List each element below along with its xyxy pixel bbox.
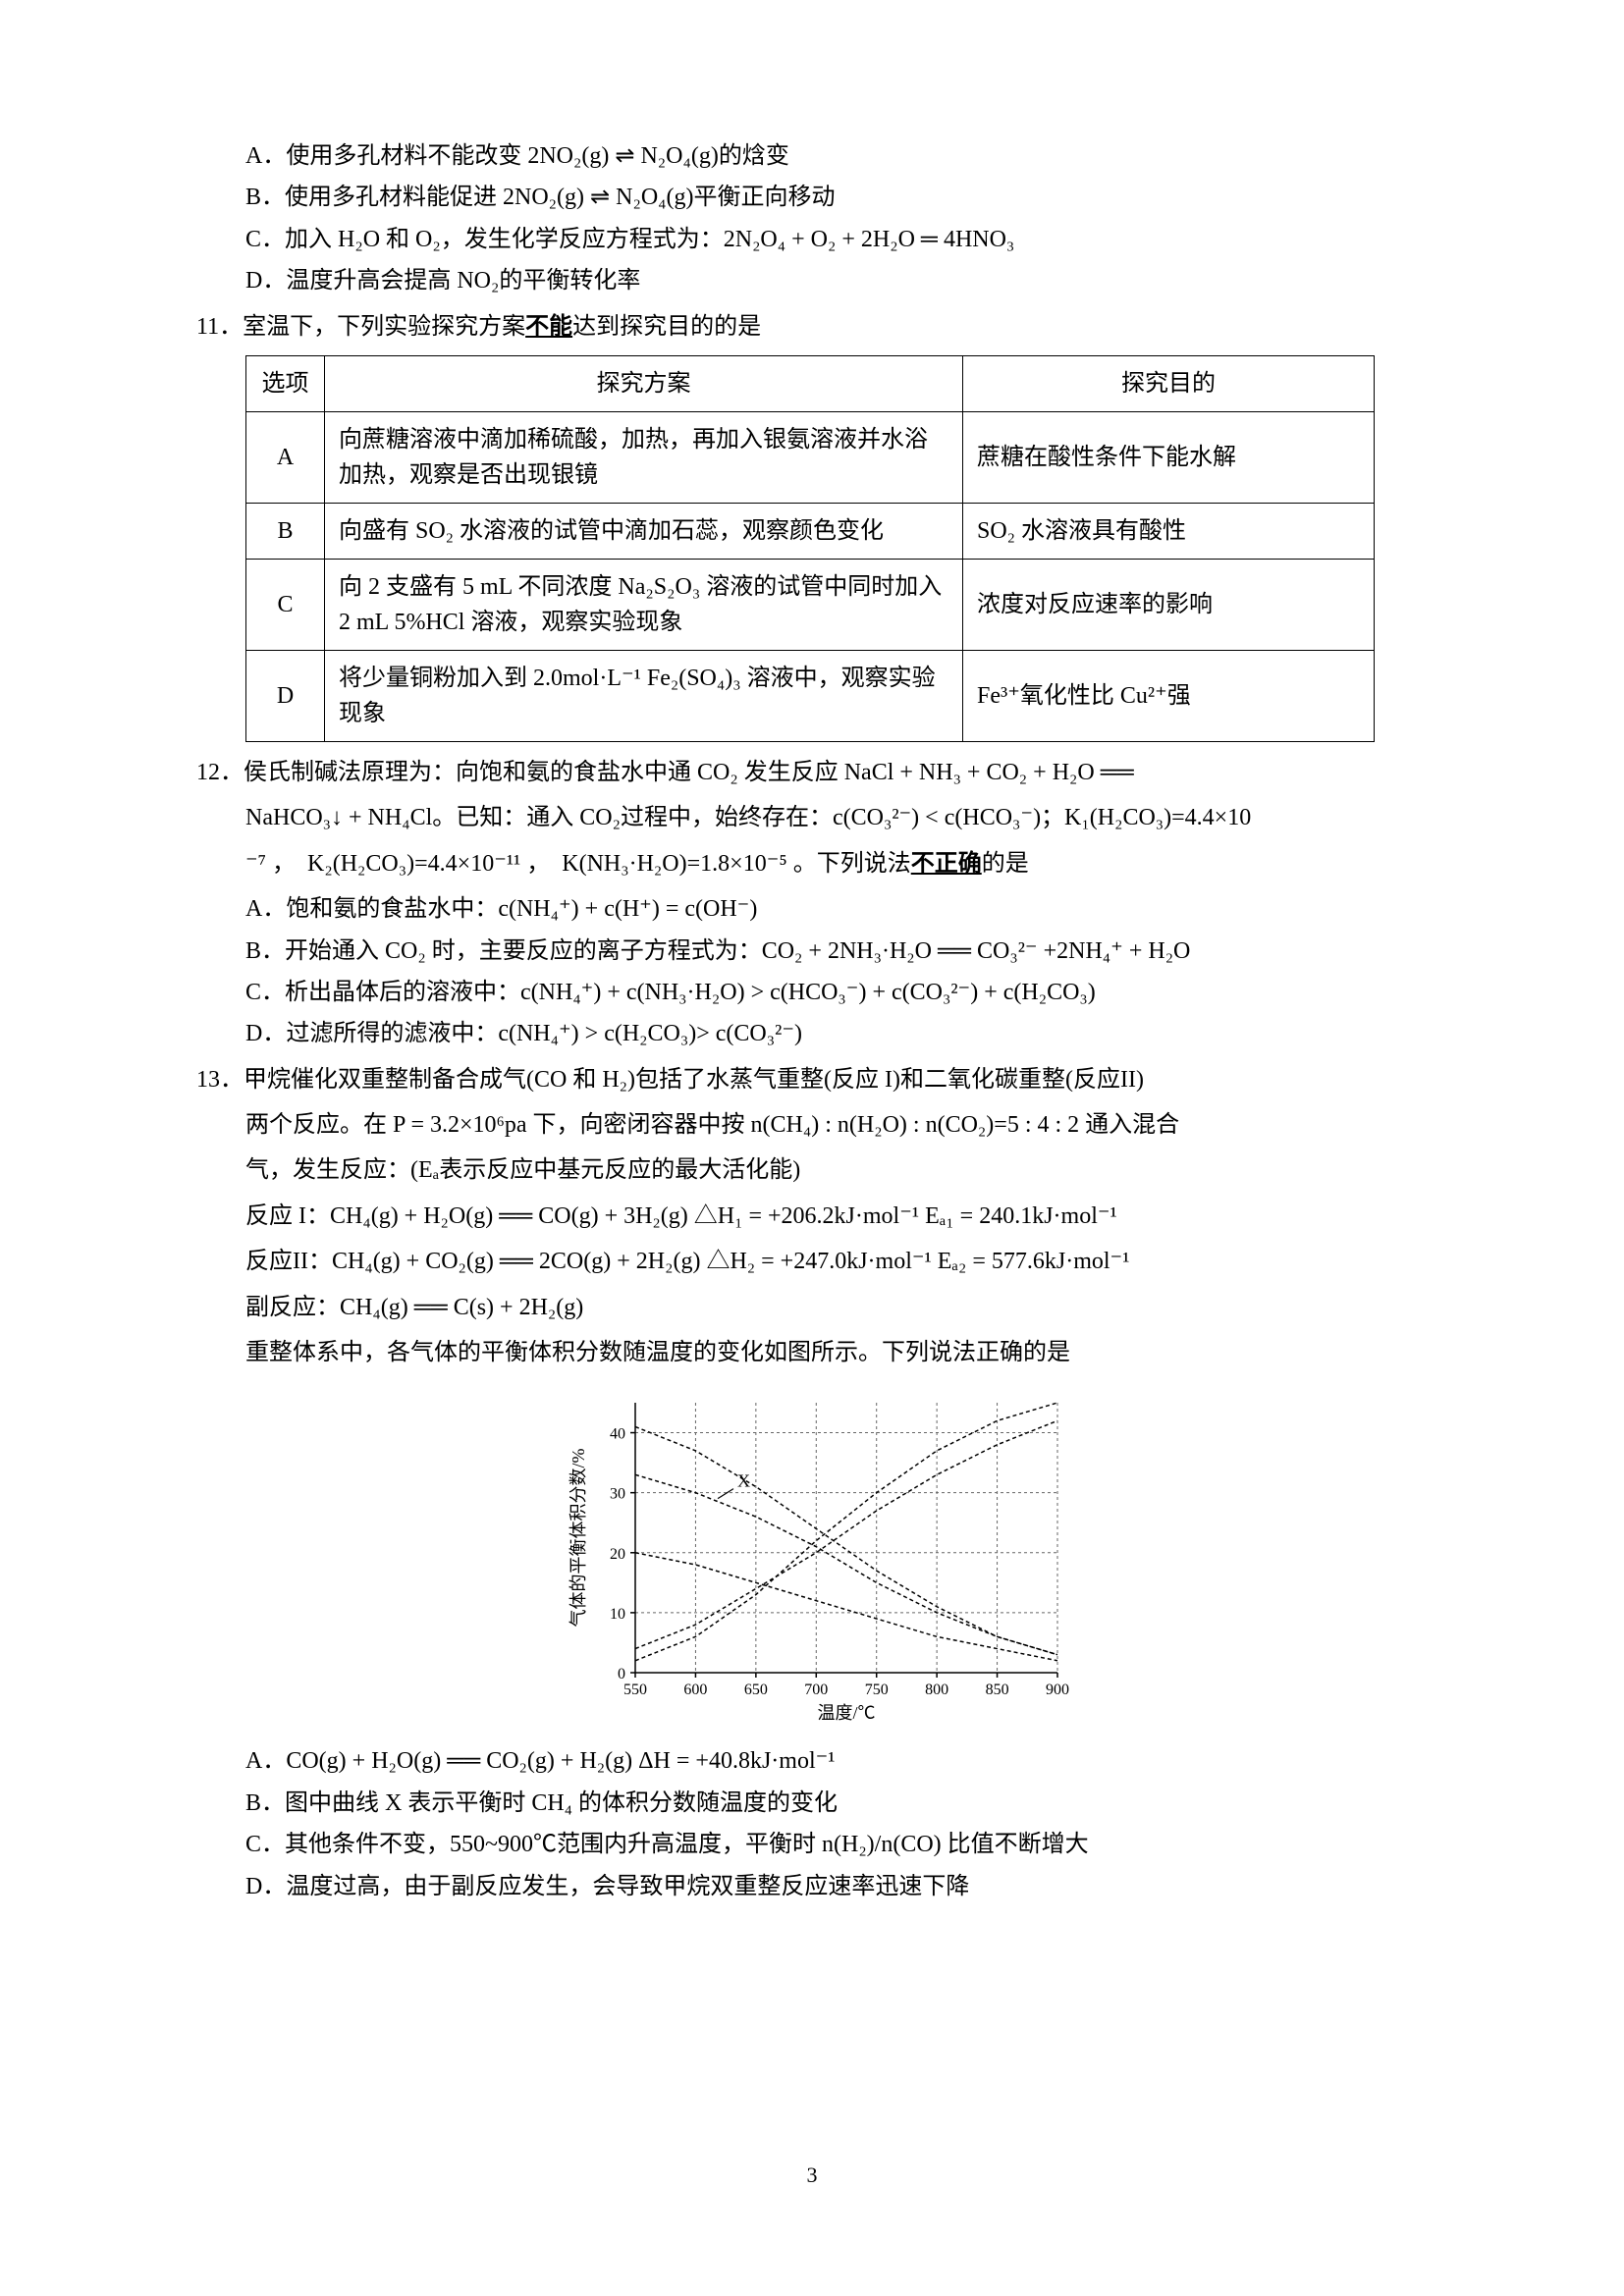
q10-option-d: D．温度升高会提高 NO₂的平衡转化率 [196, 262, 1447, 299]
svg-text:850: 850 [986, 1682, 1009, 1698]
q12-bold: 不正确 [911, 851, 982, 877]
svg-text:0: 0 [618, 1666, 625, 1682]
q13-option-b: B．图中曲线 X 表示平衡时 CH₄ 的体积分数随温度的变化 [196, 1785, 1447, 1822]
svg-text:X: X [737, 1471, 750, 1491]
svg-text:气体的平衡体积分数/%: 气体的平衡体积分数/% [568, 1449, 588, 1628]
table-row: C 向 2 支盛有 5 mL 不同浓度 Na₂S₂O₃ 溶液的试管中同时加入 2… [246, 559, 1375, 650]
q12-stem2: NaHCO₃↓ + NH₄Cl。已知：通入 CO₂过程中，始终存在：c(CO₃²… [196, 799, 1447, 836]
q13-stem3: 气，发生反应：(Eₐ表示反应中基元反应的最大活化能) [196, 1151, 1447, 1189]
q11-th-1: 探究方案 [325, 355, 963, 411]
table-row: D 将少量铜粉加入到 2.0mol·L⁻¹ Fe₂(SO₄)₃ 溶液中，观察实验… [246, 650, 1375, 741]
table-row: A 向蔗糖溶液中滴加稀硫酸，加热，再加入银氨溶液并水浴加热，观察是否出现银镜 蔗… [246, 411, 1375, 503]
q13-stem2: 两个反应。在 P = 3.2×10⁶pa 下，向密闭容器中按 n(CH₄) : … [196, 1106, 1447, 1144]
q12-option-b: B．开始通入 CO₂ 时，主要反应的离子方程式为：CO₂ + 2NH₃·H₂O … [196, 933, 1447, 970]
q11-r2c2: 浓度对反应速率的影响 [963, 559, 1375, 650]
q11-stem: 11．室温下，下列实验探究方案不能达到探究目的的是 [196, 308, 1447, 346]
q11-th-0: 选项 [246, 355, 325, 411]
q13-option-d: D．温度过高，由于副反应发生，会导致甲烷双重整反应速率迅速下降 [196, 1868, 1447, 1905]
q11-r0c0: A [246, 411, 325, 503]
svg-text:650: 650 [744, 1682, 768, 1698]
q13-chart: 0 10 20 30 40 550 600 650 700 750 800 850 900 X 温度/℃ 气体… [567, 1383, 1077, 1727]
q13-r2: 反应II：CH₄(g) + CO₂(g) ══ 2CO(g) + 2H₂(g) … [196, 1243, 1447, 1280]
q13-r1: 反应 I：CH₄(g) + H₂O(g) ══ CO(g) + 3H₂(g) △… [196, 1198, 1447, 1235]
q12-stem3: ⁻⁷ ， K₂(H₂CO₃)=4.4×10⁻¹¹ ， K(NH₃·H₂O)=1.… [196, 845, 1447, 882]
q11-r2c0: C [246, 559, 325, 650]
q13-option-c: C．其他条件不变，550~900℃范围内升高温度，平衡时 n(H₂)/n(CO)… [196, 1826, 1447, 1863]
q11-bold: 不能 [525, 314, 572, 340]
q11-r1c1: 向盛有 SO₂ 水溶液的试管中滴加石蕊，观察颜色变化 [325, 503, 963, 559]
q13-stem4: 重整体系中，各气体的平衡体积分数随温度的变化如图所示。下列说法正确的是 [196, 1334, 1447, 1371]
q11-r1c0: B [246, 503, 325, 559]
svg-text:800: 800 [925, 1682, 948, 1698]
q11-r3c1: 将少量铜粉加入到 2.0mol·L⁻¹ Fe₂(SO₄)₃ 溶液中，观察实验现象 [325, 650, 963, 741]
svg-text:20: 20 [610, 1546, 625, 1563]
q12-stem1: 12．侯氏制碱法原理为：向饱和氨的食盐水中通 CO₂ 发生反应 NaCl + N… [196, 754, 1447, 791]
q10-option-a: A．使用多孔材料不能改变 2NO₂(g) ⇌ N₂O₄(g)的焓变 [196, 137, 1447, 175]
chart-svg: 0 10 20 30 40 550 600 650 700 750 800 850 900 X 温度/℃ 气体… [567, 1383, 1077, 1727]
svg-text:750: 750 [865, 1682, 889, 1698]
q13-r3: 副反应：CH₄(g) ══ C(s) + 2H₂(g) [196, 1289, 1447, 1326]
q10-option-c: C．加入 H₂O 和 O₂，发生化学反应方程式为：2N₂O₄ + O₂ + 2H… [196, 221, 1447, 258]
svg-text:600: 600 [683, 1682, 707, 1698]
svg-text:30: 30 [610, 1486, 625, 1503]
q11-r3c0: D [246, 650, 325, 741]
svg-text:900: 900 [1046, 1682, 1069, 1698]
q11-r3c2: Fe³⁺氧化性比 Cu²⁺强 [963, 650, 1375, 741]
q10-option-b: B．使用多孔材料能促进 2NO₂(g) ⇌ N₂O₄(g)平衡正向移动 [196, 179, 1447, 216]
q11-r0c1: 向蔗糖溶液中滴加稀硫酸，加热，再加入银氨溶液并水浴加热，观察是否出现银镜 [325, 411, 963, 503]
q11-table: 选项 探究方案 探究目的 A 向蔗糖溶液中滴加稀硫酸，加热，再加入银氨溶液并水浴… [245, 355, 1375, 742]
q11-r2c1: 向 2 支盛有 5 mL 不同浓度 Na₂S₂O₃ 溶液的试管中同时加入 2 m… [325, 559, 963, 650]
table-row: B 向盛有 SO₂ 水溶液的试管中滴加石蕊，观察颜色变化 SO₂ 水溶液具有酸性 [246, 503, 1375, 559]
q13-option-a: A．CO(g) + H₂O(g) ══ CO₂(g) + H₂(g) ΔH = … [196, 1742, 1447, 1780]
page-number: 3 [807, 2163, 818, 2188]
svg-text:10: 10 [610, 1606, 625, 1623]
q11-r0c2: 蔗糖在酸性条件下能水解 [963, 411, 1375, 503]
svg-text:40: 40 [610, 1426, 625, 1443]
svg-text:700: 700 [804, 1682, 828, 1698]
table-header-row: 选项 探究方案 探究目的 [246, 355, 1375, 411]
q11-r1c2: SO₂ 水溶液具有酸性 [963, 503, 1375, 559]
q12-option-c: C．析出晶体后的溶液中：c(NH₄⁺) + c(NH₃·H₂O) > c(HCO… [196, 974, 1447, 1011]
q11-th-2: 探究目的 [963, 355, 1375, 411]
q12-option-d: D．过滤所得的滤液中：c(NH₄⁺) > c(H₂CO₃)> c(CO₃²⁻) [196, 1015, 1447, 1052]
q12-option-a: A．饱和氨的食盐水中：c(NH₄⁺) + c(H⁺) = c(OH⁻) [196, 890, 1447, 928]
q13-stem1: 13．甲烷催化双重整制备合成气(CO 和 H₂)包括了水蒸气重整(反应 I)和二… [196, 1061, 1447, 1098]
svg-text:温度/℃: 温度/℃ [817, 1703, 875, 1723]
svg-text:550: 550 [623, 1682, 647, 1698]
